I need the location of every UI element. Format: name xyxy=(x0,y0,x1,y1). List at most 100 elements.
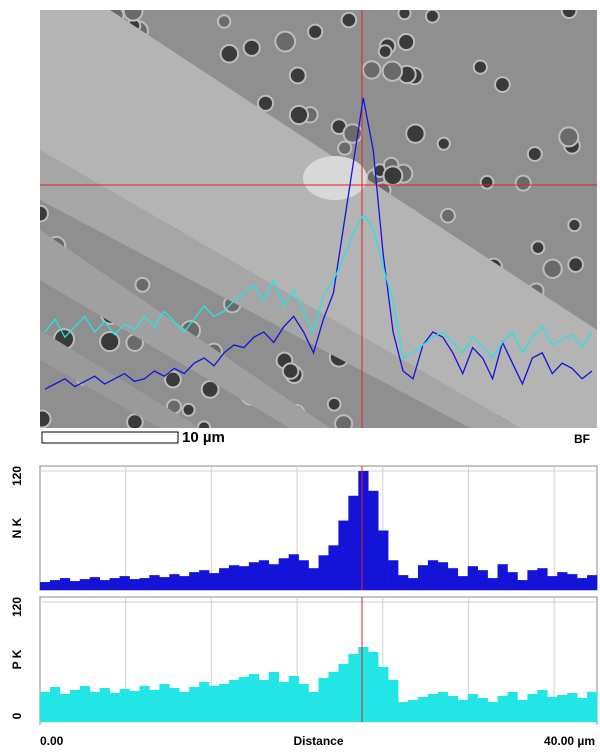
profile-trace xyxy=(44,213,593,360)
profile-trace xyxy=(44,97,593,390)
pore xyxy=(281,362,300,380)
bar xyxy=(577,578,588,590)
pore xyxy=(307,23,324,40)
bar xyxy=(59,578,71,590)
bar xyxy=(99,580,110,590)
bar xyxy=(557,572,568,590)
bar xyxy=(189,572,200,590)
bar xyxy=(408,578,419,590)
pore xyxy=(560,10,578,20)
bar xyxy=(567,693,578,722)
y-tick-label: 120 xyxy=(10,466,24,486)
bar xyxy=(527,694,538,722)
bar xyxy=(169,574,180,590)
pore xyxy=(181,402,196,417)
bar xyxy=(587,575,598,590)
bar xyxy=(348,495,359,590)
bar xyxy=(437,692,449,722)
bar xyxy=(487,702,498,722)
fiber xyxy=(40,230,330,428)
bar xyxy=(308,692,319,722)
bar xyxy=(527,570,538,590)
pore xyxy=(440,207,456,224)
bar xyxy=(248,674,260,722)
pore xyxy=(381,60,404,82)
bar xyxy=(258,680,270,722)
bar xyxy=(378,667,389,722)
bar xyxy=(318,555,329,590)
pore xyxy=(334,414,354,428)
bar xyxy=(497,696,508,722)
bar xyxy=(129,691,140,722)
pore xyxy=(530,240,546,255)
y-axis-label: P K xyxy=(10,649,24,669)
pore xyxy=(424,10,440,24)
bar xyxy=(388,560,399,590)
bar xyxy=(467,566,478,590)
bar xyxy=(278,682,289,722)
bar xyxy=(547,697,558,722)
pore xyxy=(382,165,404,187)
scale-bar-label: 10 µm xyxy=(182,429,225,446)
bar xyxy=(537,690,548,722)
bar xyxy=(129,579,140,590)
bar xyxy=(199,570,210,590)
y-tick-label: 120 xyxy=(10,597,24,617)
bar xyxy=(219,684,230,722)
bar xyxy=(109,693,120,722)
bar xyxy=(398,702,409,722)
bar xyxy=(258,560,270,590)
bar xyxy=(179,692,190,722)
pore xyxy=(40,204,49,223)
pore xyxy=(567,217,582,233)
bar xyxy=(577,698,588,722)
bar xyxy=(487,578,498,590)
pore xyxy=(362,60,382,80)
pore xyxy=(558,126,580,148)
bar xyxy=(209,573,220,590)
bar xyxy=(139,578,150,590)
pore xyxy=(479,174,495,190)
bar xyxy=(119,576,130,590)
bar xyxy=(109,578,120,590)
bar xyxy=(169,688,180,722)
bar xyxy=(507,572,518,590)
bar xyxy=(358,647,369,722)
pore xyxy=(377,44,393,59)
bar xyxy=(159,684,170,722)
pore xyxy=(337,140,353,156)
pore xyxy=(40,409,52,428)
bar xyxy=(557,695,568,722)
bar xyxy=(318,678,329,722)
bar xyxy=(268,564,280,590)
sem-image xyxy=(40,10,597,428)
bar xyxy=(298,560,309,590)
y-axis-label: N K xyxy=(10,517,24,538)
fiber xyxy=(40,330,200,428)
pore xyxy=(397,33,416,52)
bar xyxy=(179,576,190,590)
bar xyxy=(368,490,379,590)
bar xyxy=(398,575,409,590)
pore xyxy=(397,10,412,21)
pore xyxy=(99,330,121,353)
bar xyxy=(517,700,528,722)
pore xyxy=(567,256,584,273)
bar xyxy=(59,694,71,722)
bar xyxy=(338,664,349,722)
bar xyxy=(378,530,389,590)
pore xyxy=(288,104,310,126)
bar xyxy=(477,698,488,722)
bar xyxy=(427,694,439,722)
bar xyxy=(199,682,210,722)
bar xyxy=(219,568,230,590)
x-tick-label: 40.00 µm xyxy=(544,734,595,748)
bar xyxy=(358,470,369,590)
pore xyxy=(494,76,511,93)
pore xyxy=(340,11,358,29)
bar xyxy=(348,654,359,722)
y-tick-label: 0 xyxy=(10,712,24,719)
bar xyxy=(278,558,289,590)
bar xyxy=(338,520,349,590)
